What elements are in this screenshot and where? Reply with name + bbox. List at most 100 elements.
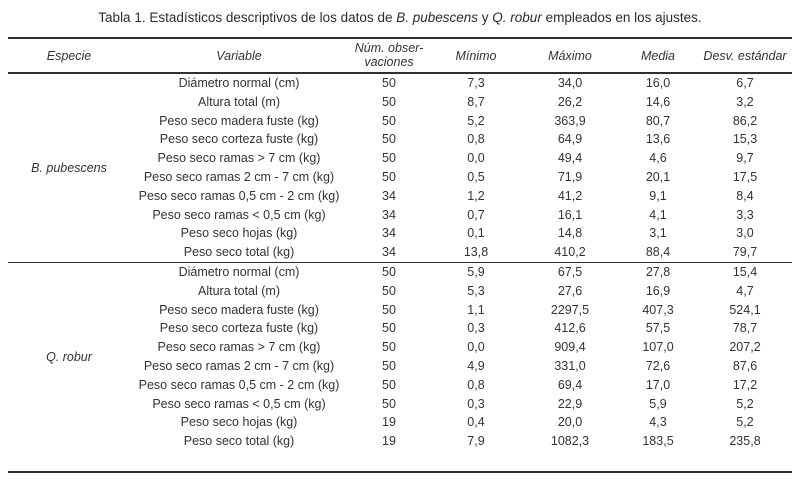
minimo-cell: 0,0 [467,151,485,166]
num-observaciones-cell: 50 [382,151,396,166]
minimo-cell: 5,9 [430,261,522,282]
table-row: Altura total (m) 50 8,7 26,2 14,6 3,2 [8,93,792,112]
minimo-cell: 5,3 [467,283,485,298]
variable-cell: Peso seco hojas (kg) [180,415,298,430]
media-cell: 107,0 [642,340,674,355]
num-observaciones-cell: 50 [382,76,396,90]
num-observaciones-cell: 34 [382,207,396,222]
column-header-num-observaciones: Núm. obser- vaciones [348,37,430,74]
table-row: Altura total (m) 50 5,3 27,6 16,9 4,7 [8,282,792,301]
desv-estandar-cell: 17,2 [732,377,758,392]
column-header-especie: Especie [8,37,130,74]
desv-estandar-cell: 6,7 [736,76,754,90]
num-observaciones-cell: 50 [382,283,396,298]
num-observaciones-cell: 50 [382,396,396,411]
maximo-cell: 1082,3 [550,434,590,449]
variable-cell: Peso seco ramas 0,5 cm - 2 cm (kg) [138,377,340,392]
desv-estandar-cell: 5,2 [736,396,754,411]
maximo-cell: 27,6 [557,283,583,298]
maximo-cell: 14,8 [557,226,583,241]
table-row: Peso seco madera fuste (kg) 50 1,1 2297,… [8,301,792,320]
maximo-cell: 331,0 [554,358,586,373]
minimo-cell: 0,0 [467,340,485,355]
num-observaciones-cell: 34 [382,226,396,241]
variable-cell: Altura total (m) [198,94,280,109]
table-row: Peso seco corteza fuste (kg) 50 0,8 64,9… [8,130,792,149]
table-row: Peso seco hojas (kg) 19 0,4 20,0 4,3 5,2 [8,413,792,432]
desv-estandar-cell: 4,7 [736,283,754,298]
table-header: Especie Variable Núm. obser- vaciones Mí… [8,37,792,74]
media-cell: 13,6 [645,132,671,147]
variable-cell: Diámetro normal (cm) [178,76,300,90]
maximo-cell: 41,2 [557,188,583,203]
column-header-variable: Variable [130,37,348,74]
media-cell: 57,5 [645,321,671,336]
species-cell: B. pubescens [31,160,107,175]
table-row: Peso seco ramas < 0,5 cm (kg) 50 0,3 22,… [8,395,792,414]
minimo-cell: 13,8 [463,245,489,260]
variable-cell: Diámetro normal (cm) [130,261,348,282]
desv-estandar-cell: 78,7 [732,321,758,336]
table-row: B. pubescens Diámetro normal (cm) 50 7,3… [8,73,792,175]
num-observaciones-cell: 50 [382,377,396,392]
variable-cell: Peso seco ramas < 0,5 cm (kg) [152,396,326,411]
column-header-minimo: Mínimo [430,37,522,74]
desv-estandar-cell: 3,0 [736,226,754,241]
maximo-cell: 67,5 [522,261,618,282]
desv-estandar-cell: 8,4 [736,188,754,203]
variable-cell: Peso seco total (kg) [183,434,295,449]
minimo-cell: 5,2 [467,113,485,128]
table-row: Peso seco ramas > 7 cm (kg) 50 0,0 49,4 … [8,149,792,168]
desv-estandar-cell: 86,2 [732,113,758,128]
maximo-cell: 26,2 [557,94,583,109]
minimo-cell: 4,9 [467,358,485,373]
table-row: Peso seco ramas 2 cm - 7 cm (kg) 50 4,9 … [8,357,792,376]
table-body: B. pubescens Diámetro normal (cm) 50 7,3… [8,73,792,451]
media-cell: 3,1 [649,226,667,241]
num-observaciones-cell: 50 [382,340,396,355]
minimo-cell: 8,7 [467,94,485,109]
desv-estandar-cell: 17,5 [732,169,758,184]
minimo-cell: 0,7 [467,207,485,222]
table-title-mid: y [478,10,493,25]
maximo-cell: 410,2 [554,245,586,260]
maximo-cell: 49,4 [557,151,583,166]
desv-estandar-cell: 207,2 [729,340,761,355]
variable-cell: Peso seco madera fuste (kg) [159,113,319,128]
media-cell: 17,0 [645,377,671,392]
desv-estandar-cell: 9,7 [736,151,754,166]
minimo-cell: 0,8 [467,132,485,147]
desv-estandar-cell: 15,3 [732,132,758,147]
minimo-cell: 0,3 [467,321,485,336]
minimo-cell: 1,2 [467,188,485,203]
table-row: Peso seco madera fuste (kg) 50 5,2 363,9… [8,112,792,131]
num-observaciones-cell: 50 [382,302,396,317]
table-title-prefix: Tabla 1. Estadísticos descriptivos de lo… [98,10,397,25]
num-observaciones-cell: 50 [382,169,396,184]
num-observaciones-cell: 34 [382,188,396,203]
media-cell: 4,3 [649,415,667,430]
num-observaciones-cell: 34 [382,245,396,260]
maximo-cell: 2297,5 [550,302,590,317]
variable-cell: Peso seco corteza fuste (kg) [159,321,319,336]
desv-estandar-cell: 3,2 [736,94,754,109]
desv-estandar-cell: 5,2 [736,415,754,430]
num-observaciones-cell: 50 [382,132,396,147]
minimo-cell: 0,1 [467,226,485,241]
num-observaciones-cell: 19 [382,434,396,449]
maximo-cell: 22,9 [557,396,583,411]
num-observaciones-cell: 50 [382,94,396,109]
maximo-cell: 412,6 [554,321,586,336]
maximo-cell: 363,9 [554,113,586,128]
minimo-cell: 1,1 [467,302,485,317]
table-title: Tabla 1. Estadísticos descriptivos de lo… [0,0,800,26]
variable-cell: Peso seco corteza fuste (kg) [159,132,319,147]
species-name-1: B. pubescens [396,10,479,25]
variable-cell: Peso seco ramas > 7 cm (kg) [157,151,321,166]
desv-estandar-cell: 524,1 [729,302,761,317]
table-row: Peso seco total (kg) 34 13,8 410,2 88,4 … [8,243,792,262]
media-cell: 20,1 [645,169,671,184]
minimo-cell: 0,8 [467,377,485,392]
maximo-cell: 69,4 [557,377,583,392]
